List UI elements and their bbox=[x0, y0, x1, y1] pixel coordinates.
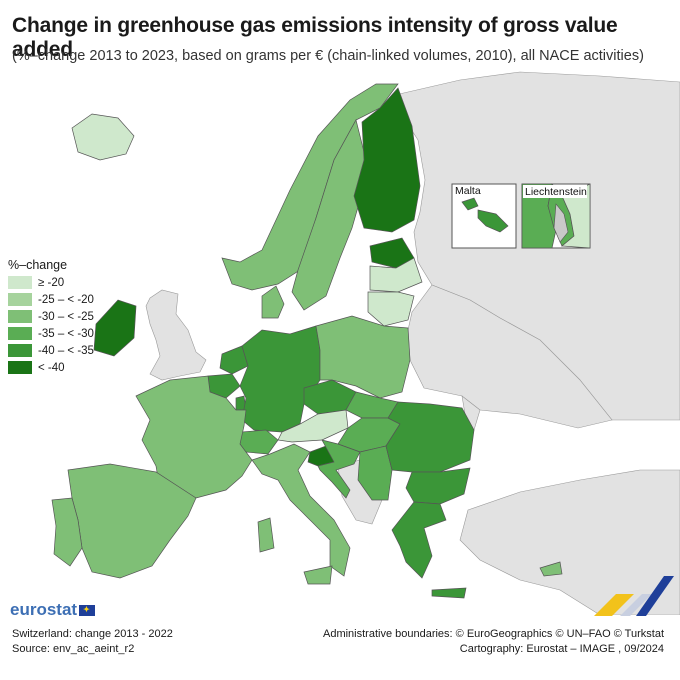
country-germany bbox=[239, 325, 321, 433]
legend-label: -30 – < -25 bbox=[38, 310, 94, 323]
legend: %–change ≥ -20 -25 – < -20 -30 – < -25 -… bbox=[8, 258, 94, 377]
legend-swatch bbox=[8, 293, 32, 306]
country-austria bbox=[561, 183, 591, 249]
map-title: Change in greenhouse gas emissions inten… bbox=[12, 14, 618, 61]
liechtenstein-inner-grey bbox=[553, 203, 569, 243]
legend-swatch bbox=[8, 361, 32, 374]
country-ireland bbox=[93, 299, 137, 357]
country-sardinia bbox=[257, 517, 275, 553]
europe-map: Malta Liechtenstein bbox=[51, 71, 680, 615]
legend-label: < -40 bbox=[38, 361, 65, 374]
legend-row: -25 – < -20 bbox=[8, 292, 94, 307]
legend-row: -30 – < -25 bbox=[8, 309, 94, 324]
country-denmark bbox=[261, 285, 285, 319]
country-lithuania bbox=[367, 291, 415, 327]
logo-text: eurostat bbox=[10, 600, 78, 619]
country-france bbox=[135, 375, 253, 499]
great-britain bbox=[145, 289, 207, 381]
legend-swatch bbox=[8, 310, 32, 323]
country-sicily bbox=[303, 565, 333, 585]
map-subtitle: (%–change 2013 to 2023, based on grams p… bbox=[12, 48, 644, 64]
eu-flag-icon bbox=[79, 604, 96, 616]
footer-boundaries: Administrative boundaries: © EuroGeograp… bbox=[322, 628, 664, 640]
eurostat-logo: eurostat bbox=[10, 600, 96, 620]
country-sweden bbox=[291, 119, 367, 311]
legend-swatch bbox=[8, 276, 32, 289]
decorative-stripes-icon bbox=[594, 576, 674, 616]
belarus-ukraine bbox=[407, 284, 613, 429]
country-cyprus bbox=[539, 561, 563, 577]
legend-label: -35 – < -30 bbox=[38, 327, 94, 340]
legend-row: -40 – < -35 bbox=[8, 343, 94, 358]
liechtenstein-inset-label: Liechtenstein bbox=[525, 186, 587, 198]
country-crete bbox=[431, 587, 467, 599]
legend-title: %–change bbox=[8, 258, 68, 272]
country-italy bbox=[251, 443, 351, 577]
country-finland bbox=[353, 87, 421, 233]
legend-swatch bbox=[8, 327, 32, 340]
country-bulgaria bbox=[405, 467, 471, 505]
country-portugal bbox=[51, 497, 83, 567]
country-greece bbox=[391, 501, 447, 579]
turkey bbox=[459, 469, 680, 615]
footer-note: Switzerland: change 2013 - 2022 bbox=[12, 628, 173, 640]
country-iceland bbox=[71, 113, 135, 161]
country-latvia bbox=[369, 257, 423, 293]
country-malta bbox=[461, 197, 509, 233]
country-romania bbox=[385, 401, 475, 473]
footer-cartography: Cartography: Eurostat – IMAGE , 09/2024 bbox=[459, 643, 664, 655]
legend-label: ≥ -20 bbox=[38, 276, 65, 289]
countries bbox=[51, 83, 563, 599]
legend-row: ≥ -20 bbox=[8, 275, 94, 290]
legend-row: < -40 bbox=[8, 360, 94, 375]
country-netherlands bbox=[219, 345, 249, 375]
legend-swatch bbox=[8, 344, 32, 357]
country-croatia bbox=[317, 439, 361, 499]
legend-label: -25 – < -20 bbox=[38, 293, 94, 306]
malta-inset-label: Malta bbox=[455, 185, 481, 197]
footer-left: Switzerland: change 2013 - 2022 Source: … bbox=[12, 627, 173, 657]
legend-label: -40 – < -35 bbox=[38, 344, 94, 357]
footer-source: Source: env_ac_aeint_r2 bbox=[12, 643, 135, 655]
country-poland bbox=[315, 315, 411, 399]
legend-row: -35 – < -30 bbox=[8, 326, 94, 341]
footer-right: Administrative boundaries: © EuroGeograp… bbox=[323, 627, 664, 657]
insets: Malta Liechtenstein bbox=[451, 183, 591, 249]
